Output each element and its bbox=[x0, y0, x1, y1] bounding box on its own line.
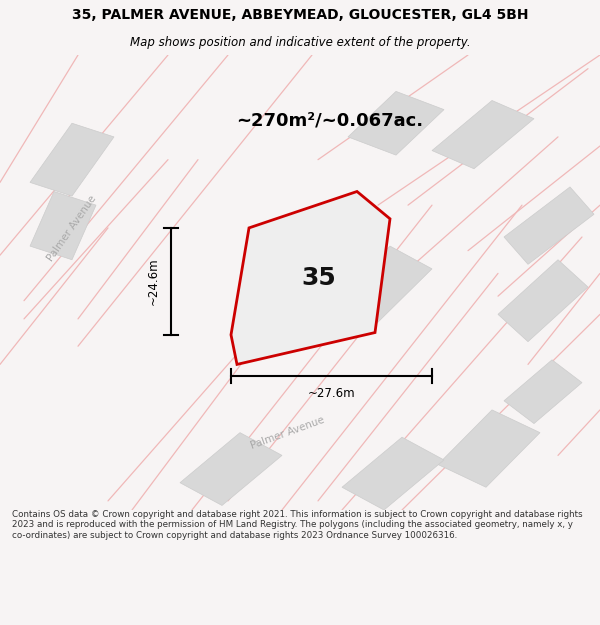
Text: Palmer Avenue: Palmer Avenue bbox=[250, 414, 326, 451]
Polygon shape bbox=[504, 187, 594, 264]
Text: ~24.6m: ~24.6m bbox=[147, 258, 160, 305]
Text: ~270m²/~0.067ac.: ~270m²/~0.067ac. bbox=[236, 112, 424, 130]
Polygon shape bbox=[432, 101, 534, 169]
Text: Contains OS data © Crown copyright and database right 2021. This information is : Contains OS data © Crown copyright and d… bbox=[12, 510, 583, 540]
Polygon shape bbox=[348, 91, 444, 155]
Polygon shape bbox=[30, 191, 96, 260]
Polygon shape bbox=[252, 223, 360, 282]
Polygon shape bbox=[180, 432, 282, 506]
Polygon shape bbox=[330, 246, 432, 328]
Text: 35, PALMER AVENUE, ABBEYMEAD, GLOUCESTER, GL4 5BH: 35, PALMER AVENUE, ABBEYMEAD, GLOUCESTER… bbox=[72, 8, 528, 22]
Text: 35: 35 bbox=[301, 266, 336, 291]
Polygon shape bbox=[30, 123, 114, 196]
Text: Palmer Avenue: Palmer Avenue bbox=[46, 193, 98, 262]
Polygon shape bbox=[498, 260, 588, 342]
Polygon shape bbox=[438, 410, 540, 488]
Polygon shape bbox=[342, 438, 444, 510]
Text: ~27.6m: ~27.6m bbox=[308, 387, 355, 400]
Polygon shape bbox=[504, 360, 582, 424]
Polygon shape bbox=[231, 191, 390, 364]
Text: Map shows position and indicative extent of the property.: Map shows position and indicative extent… bbox=[130, 36, 470, 49]
